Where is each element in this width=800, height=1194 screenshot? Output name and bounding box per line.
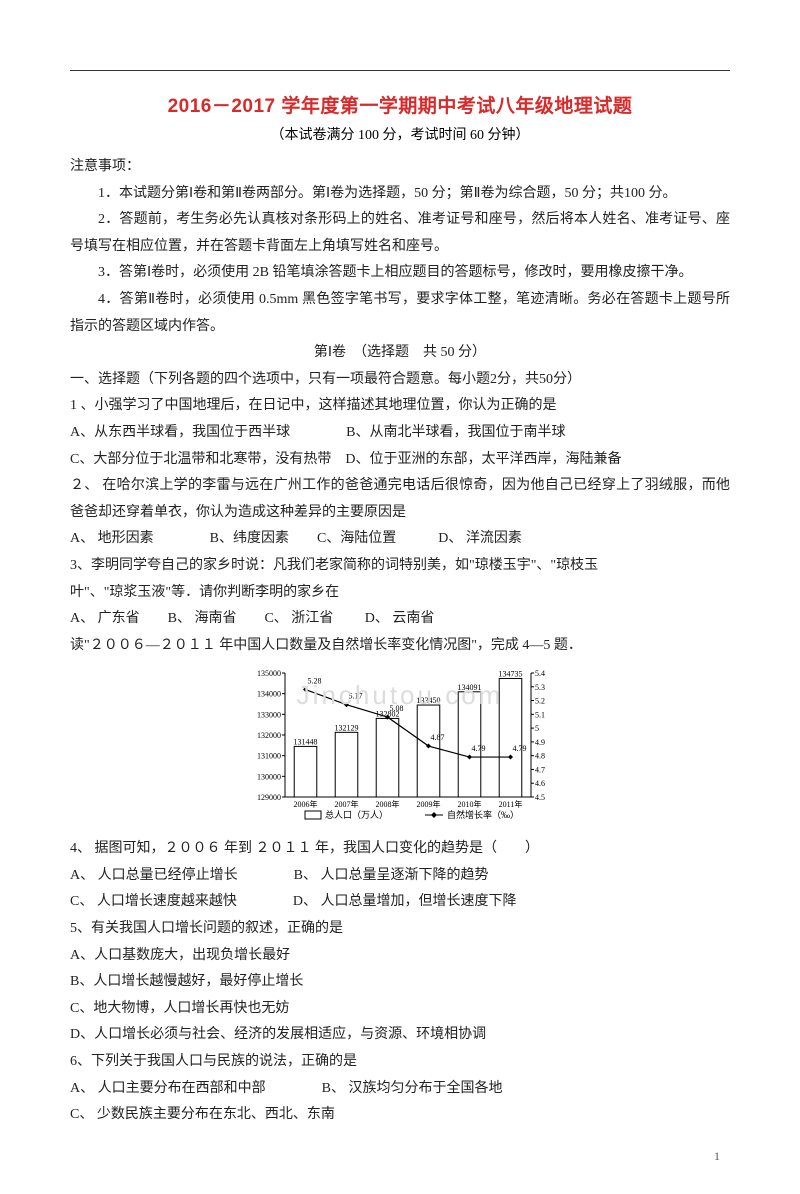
svg-text:132000: 132000 — [257, 731, 281, 740]
svg-text:5.1: 5.1 — [535, 711, 545, 720]
q6-option-c: C、 少数民族主要分布在东北、西北、东南 — [70, 1102, 730, 1129]
q2-options: A、 地形因素 B、纬度因素 C、海陆位置 D、 洋流因素 — [70, 526, 730, 553]
svg-text:4.87: 4.87 — [431, 733, 445, 742]
svg-text:5.08: 5.08 — [390, 704, 404, 713]
notice-4: 4．答第Ⅱ卷时，必须使用 0.5mm 黑色签字笔书写，要求字体工整，笔迹清晰。务… — [70, 287, 730, 340]
svg-text:5.4: 5.4 — [535, 669, 545, 678]
q5-option-c: C、地大物博，人口增长再快也无妨 — [70, 996, 730, 1023]
notice-1: 1．本试题分第Ⅰ卷和第Ⅱ卷两部分。第Ⅰ卷为选择题，50 分；第Ⅱ卷为综合题，50… — [70, 181, 730, 208]
q1-option-b: B、从南北半球看，我国位于南半球 — [346, 425, 565, 440]
svg-text:4.6: 4.6 — [535, 780, 545, 789]
exam-title: 2016－2017 学年度第一学期期中考试八年级地理试题 — [70, 91, 730, 118]
svg-text:4.7: 4.7 — [535, 766, 545, 775]
q4-row2: C、 人口增长速度越来越快 D、 人口总量增加，但增长速度下降 — [70, 889, 730, 916]
q1-option-c: C、大部分位于北温带和北寒带，没有热带 — [70, 452, 331, 467]
svg-text:5.28: 5.28 — [308, 677, 322, 686]
q5-option-b: B、人口增长越慢越好，最好停止增长 — [70, 969, 730, 996]
svg-text:133450: 133450 — [417, 696, 441, 705]
svg-text:131448: 131448 — [294, 738, 318, 747]
svg-text:4.79: 4.79 — [472, 744, 486, 753]
q2-stem: ２、 在哈尔滨上学的李雷与远在广州工作的爸爸通完电话后很惊奇，因为他自己已经穿上… — [70, 473, 730, 526]
exam-subtitle: （本试卷满分 100 分，考试时间 60 分钟） — [70, 124, 730, 144]
svg-text:5.2: 5.2 — [535, 697, 545, 706]
figure-intro: 读"２００６―２０１１ 年中国人口数量及自然增长率变化情况图"，完成 4―5 题… — [70, 633, 730, 660]
q5-option-d: D、人口增长必须与社会、经济的发展相适应，与资源、环境相协调 — [70, 1022, 730, 1049]
q4-row1: A、 人口总量已经停止增长 B、 人口总量呈逐渐下降的趋势 — [70, 863, 730, 890]
q1-row2: C、大部分位于北温带和北寒带，没有热带 D、位于亚洲的东部，太平洋西岸，海陆兼备 — [70, 447, 730, 474]
svg-text:5.3: 5.3 — [535, 683, 545, 692]
q5-stem: 5、有关我国人口增长问题的叙述，正确的是 — [70, 916, 730, 943]
q6-option-a: A、 人口主要分布在西部和中部 — [70, 1081, 266, 1096]
q5-option-a: A、人口基数庞大，出现负增长最好 — [70, 943, 730, 970]
page-number: 1 — [70, 1149, 730, 1164]
q1-stem: 1 、小强学习了中国地理后，在日记中，这样描述其地理位置，你认为正确的是 — [70, 393, 730, 420]
svg-text:2006年: 2006年 — [294, 799, 318, 809]
svg-text:2011年: 2011年 — [499, 799, 523, 809]
svg-text:5: 5 — [535, 724, 539, 733]
svg-text:4.5: 4.5 — [535, 793, 545, 802]
svg-text:133000: 133000 — [257, 711, 281, 720]
q4-option-a: A、 人口总量已经停止增长 — [70, 868, 238, 883]
svg-text:总人口（万人）: 总人口（万人） — [325, 809, 388, 820]
population-chart: 129000 130000 131000 132000 133000 134000 1350… — [245, 665, 555, 825]
q1-option-d: D、位于亚洲的东部，太平洋西岸，海陆兼备 — [345, 452, 621, 467]
q3-stem-line2: 叶"、"琼浆玉液"等．请你判断李明的家乡在 — [70, 580, 730, 607]
section-1-heading: 第Ⅰ卷 （选择题 共 50 分） — [70, 340, 730, 367]
q4-stem: 4、 据图可知，２００６ 年到 ２０１１ 年，我国人口变化的趋势是（ ） — [70, 836, 730, 863]
notice-heading: 注意事项： — [70, 154, 730, 181]
svg-text:2010年: 2010年 — [458, 799, 482, 809]
svg-text:2007年: 2007年 — [335, 799, 359, 809]
top-rule — [70, 70, 730, 71]
svg-text:4.9: 4.9 — [535, 738, 545, 747]
svg-text:134000: 134000 — [257, 690, 281, 699]
svg-text:130000: 130000 — [257, 773, 281, 782]
q4-option-b: B、 人口总量呈逐渐下降的趋势 — [294, 868, 489, 883]
notice-3: 3．答第Ⅰ卷时，必须使用 2B 铅笔填涂答题卡上相应题目的答题标号，修改时，要用… — [70, 260, 730, 287]
q1-option-a: A、从东西半球看，我国位于西半球 — [70, 425, 290, 440]
q6-option-b: B、 汉族均匀分布于全国各地 — [322, 1081, 503, 1096]
svg-text:2008年: 2008年 — [376, 799, 400, 809]
q4-option-d: D、 人口总量增加，但增长速度下降 — [293, 894, 517, 909]
svg-text:129000: 129000 — [257, 793, 281, 802]
q6-stem: 6、下列关于我国人口与民族的说法，正确的是 — [70, 1049, 730, 1076]
svg-text:134735: 134735 — [499, 670, 523, 679]
svg-text:134091: 134091 — [458, 683, 482, 692]
svg-text:5.17: 5.17 — [349, 692, 363, 701]
svg-text:132129: 132129 — [335, 724, 359, 733]
svg-text:4.8: 4.8 — [535, 752, 545, 761]
svg-text:自然增长率（‰）: 自然增长率（‰） — [447, 809, 519, 820]
q1-row1: A、从东西半球看，我国位于西半球 B、从南北半球看，我国位于南半球 — [70, 420, 730, 447]
section-1-instruction: 一、选择题（下列各题的四个选项中，只有一项最符合题意。每小题2分，共50分） — [70, 367, 730, 394]
svg-text:2009年: 2009年 — [417, 799, 441, 809]
q4-option-c: C、 人口增长速度越来越快 — [70, 894, 237, 909]
q6-row1: A、 人口主要分布在西部和中部 B、 汉族均匀分布于全国各地 — [70, 1076, 730, 1103]
q3-options: A、 广东省 B、 海南省 C、 浙江省 D、 云南省 — [70, 606, 730, 633]
q3-stem-line1: 3、李明同学夸自己的家乡时说：凡我们老家简称的词特别美，如"琼楼玉宇"、"琼枝玉 — [70, 553, 730, 580]
svg-text:4.79: 4.79 — [513, 744, 527, 753]
notice-2: 2．答题前，考生务必先认真核对条形码上的姓名、准考证号和座号，然后将本人姓名、准… — [70, 207, 730, 260]
svg-text:131000: 131000 — [257, 752, 281, 761]
svg-text:135000: 135000 — [257, 669, 281, 678]
